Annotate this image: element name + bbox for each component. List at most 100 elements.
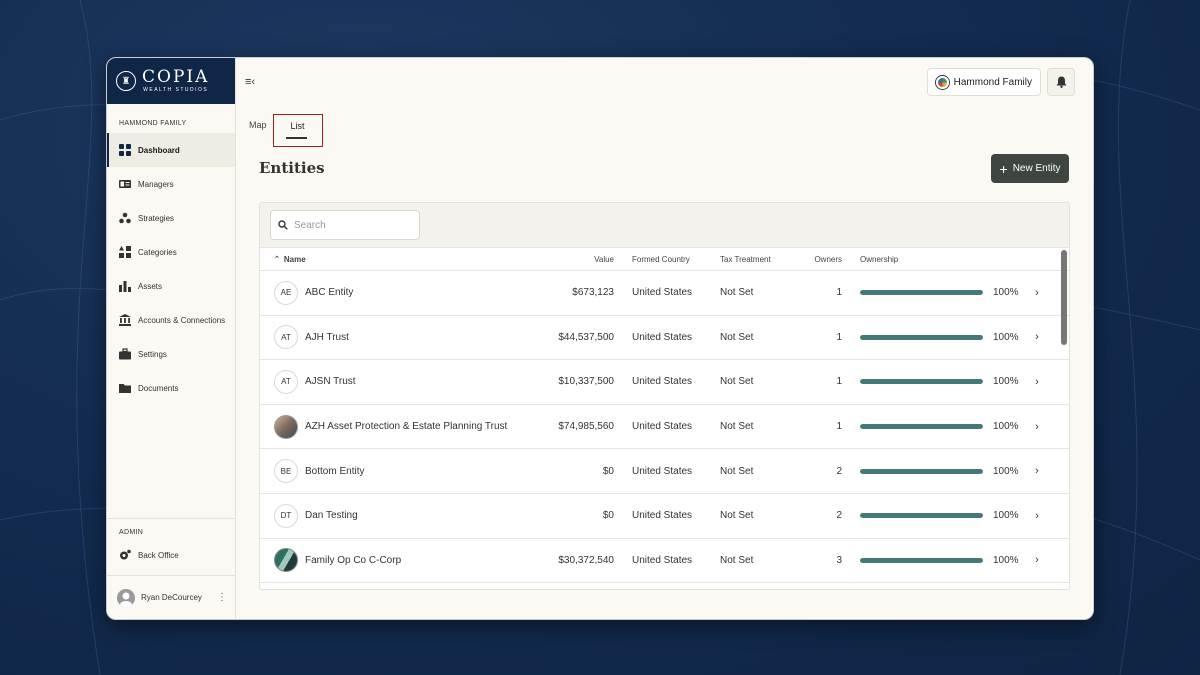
- chevron-right-icon[interactable]: ›: [1035, 509, 1039, 522]
- new-entity-button[interactable]: + New Entity: [991, 154, 1069, 183]
- collapse-menu-icon[interactable]: ≡‹: [245, 76, 256, 88]
- briefcase-icon: [119, 348, 131, 360]
- column-header-owners[interactable]: Owners: [814, 254, 842, 264]
- chevron-right-icon[interactable]: ›: [1035, 420, 1039, 433]
- sidebar-item-accounts[interactable]: Accounts & Connections: [107, 303, 235, 337]
- cell-country: United States: [632, 465, 693, 477]
- search-input[interactable]: [294, 219, 404, 231]
- sort-ascending-icon: ⌃: [274, 256, 280, 263]
- bell-icon: [1056, 76, 1066, 88]
- plus-icon: +: [999, 160, 1008, 177]
- table-scrollbar[interactable]: [1061, 250, 1067, 345]
- chevron-right-icon[interactable]: ›: [1035, 465, 1039, 478]
- column-header-name[interactable]: ⌃ Name: [260, 255, 530, 264]
- brand-subtitle: WEALTH STUDIOS: [143, 87, 209, 93]
- ownership-percent: 100%: [993, 421, 1019, 433]
- cell-name: DT Dan Testing: [260, 503, 530, 528]
- family-logo-icon: [935, 75, 949, 89]
- ownership-progress-bar: [860, 379, 983, 385]
- cell-name: AT AJH Trust: [260, 325, 530, 350]
- search-icon: [278, 220, 288, 230]
- entity-name: ABC Entity: [305, 287, 354, 299]
- chevron-right-icon[interactable]: ›: [1035, 554, 1039, 567]
- entity-photo-avatar: [274, 414, 298, 439]
- family-section-label: HAMMOND FAMILY: [119, 120, 187, 127]
- family-switcher-label: Hammond Family: [953, 76, 1032, 88]
- ownership-progress-fill: [860, 334, 983, 340]
- entity-name: AJH Trust: [305, 331, 349, 343]
- cell-country: United States: [632, 421, 693, 433]
- table-row[interactable]: AE ABC Entity $673,123 United States Not…: [260, 271, 1069, 316]
- cell-owners: 2: [836, 510, 842, 522]
- chevron-right-icon[interactable]: ›: [1035, 331, 1039, 344]
- cell-tax-treatment: Not Set: [720, 510, 754, 522]
- strategy-icon: [119, 212, 131, 224]
- sidebar-item-managers[interactable]: Managers: [107, 167, 235, 201]
- cell-tax-treatment: Not Set: [720, 465, 754, 477]
- cell-value: $10,337,500: [558, 376, 614, 388]
- user-profile[interactable]: Ryan DeCourcey ⋮: [107, 575, 235, 619]
- ownership-progress-bar: [860, 290, 983, 296]
- ownership-percent: 100%: [993, 465, 1019, 477]
- table-row[interactable]: BE Bottom Entity $0 United States Not Se…: [260, 449, 1069, 494]
- cell-owners: 3: [836, 554, 842, 566]
- cell-owners: 1: [836, 376, 842, 388]
- page-title: Entities: [259, 159, 325, 177]
- copia-logo-icon: ♜: [116, 71, 136, 91]
- sidebar-item-dashboard[interactable]: Dashboard: [107, 133, 235, 167]
- folder-icon: [119, 382, 131, 394]
- user-name: Ryan DeCourcey: [141, 593, 202, 602]
- column-header-country[interactable]: Formed Country: [632, 254, 690, 264]
- sidebar-item-settings[interactable]: Settings: [107, 337, 235, 371]
- more-options-icon[interactable]: ⋮: [217, 592, 227, 603]
- cell-tax-treatment: Not Set: [720, 287, 754, 299]
- ownership-progress-bar: [860, 468, 983, 474]
- search-box[interactable]: [270, 210, 420, 240]
- brand-name: COPIA: [142, 67, 210, 87]
- tab-map[interactable]: Map: [249, 119, 267, 130]
- table-row[interactable]: AT AJSN Trust $10,337,500 United States …: [260, 360, 1069, 405]
- table-row[interactable]: Family Op Co C-Corp $30,372,540 United S…: [260, 539, 1069, 584]
- column-header-value[interactable]: Value: [594, 254, 614, 264]
- column-header-ownership[interactable]: Ownership: [860, 254, 899, 264]
- notifications-button[interactable]: [1047, 68, 1075, 96]
- entity-initials-avatar: AT: [274, 325, 298, 350]
- sidebar-item-assets[interactable]: Assets: [107, 269, 235, 303]
- family-switcher-button[interactable]: Hammond Family: [926, 68, 1041, 96]
- entity-initials-avatar: BE: [274, 459, 298, 484]
- tab-list[interactable]: List: [272, 114, 323, 147]
- sidebar-item-strategies[interactable]: Strategies: [107, 201, 235, 235]
- entity-name: Dan Testing: [305, 510, 358, 522]
- admin-section: ADMIN Back Office: [107, 518, 235, 570]
- cell-ownership: 100%: [842, 510, 1027, 521]
- cell-country: United States: [632, 287, 693, 299]
- sidebar-item-label: Back Office: [138, 550, 179, 560]
- chevron-right-icon[interactable]: ›: [1035, 375, 1039, 388]
- cell-value: $74,985,560: [558, 421, 614, 433]
- cell-owners: 1: [836, 331, 842, 343]
- table-header: ⌃ Name Value Formed Country Tax Treatmen…: [260, 248, 1069, 271]
- bar-chart-icon: [119, 280, 131, 292]
- cell-tax-treatment: Not Set: [720, 376, 754, 388]
- id-card-icon: [119, 178, 131, 190]
- view-tabs: Map List: [249, 114, 323, 147]
- entity-name: Family Op Co C-Corp: [305, 554, 402, 566]
- chevron-right-icon[interactable]: ›: [1035, 286, 1039, 299]
- table-row[interactable]: AT AJH Trust $44,537,500 United States N…: [260, 316, 1069, 361]
- entity-name: AZH Asset Protection & Estate Planning T…: [305, 421, 508, 433]
- table-row[interactable]: AZH Asset Protection & Estate Planning T…: [260, 405, 1069, 450]
- cell-value: $0: [602, 465, 614, 477]
- active-tab-indicator: [285, 137, 307, 139]
- cell-name: AZH Asset Protection & Estate Planning T…: [260, 414, 530, 439]
- app-window: ♜ COPIA WEALTH STUDIOS HAMMOND FAMILY Da…: [106, 57, 1094, 620]
- column-header-tax[interactable]: Tax Treatment: [720, 254, 771, 264]
- sidebar-item-back-office[interactable]: Back Office: [107, 540, 235, 570]
- grid-icon: [119, 144, 131, 156]
- sidebar-item-label: Strategies: [138, 213, 175, 223]
- table-row[interactable]: DT Dan Testing $0 United States Not Set …: [260, 494, 1069, 539]
- sidebar-item-categories[interactable]: Categories: [107, 235, 235, 269]
- brand-header[interactable]: ♜ COPIA WEALTH STUDIOS: [107, 58, 235, 104]
- sidebar-item-documents[interactable]: Documents: [107, 371, 235, 405]
- cell-tax-treatment: Not Set: [720, 554, 754, 566]
- cell-ownership: 100%: [842, 332, 1027, 343]
